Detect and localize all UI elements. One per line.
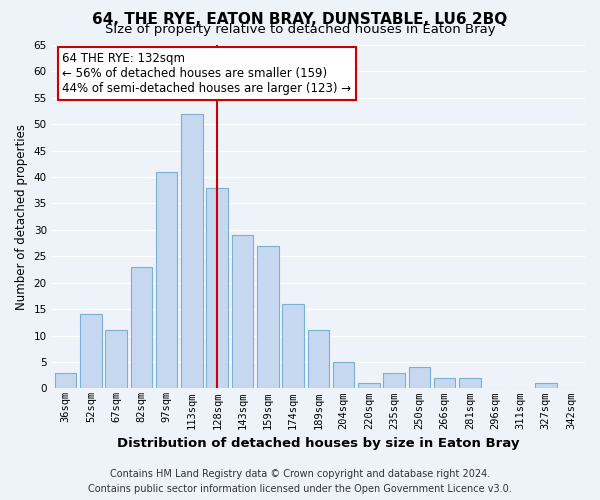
Bar bbox=[409, 368, 430, 388]
Text: Size of property relative to detached houses in Eaton Bray: Size of property relative to detached ho… bbox=[104, 24, 496, 36]
Bar bbox=[308, 330, 329, 388]
Bar bbox=[383, 372, 405, 388]
Text: Contains HM Land Registry data © Crown copyright and database right 2024.
Contai: Contains HM Land Registry data © Crown c… bbox=[88, 468, 512, 493]
Text: 64 THE RYE: 132sqm
← 56% of detached houses are smaller (159)
44% of semi-detach: 64 THE RYE: 132sqm ← 56% of detached hou… bbox=[62, 52, 352, 95]
Bar bbox=[333, 362, 355, 388]
Bar bbox=[232, 235, 253, 388]
Text: 64, THE RYE, EATON BRAY, DUNSTABLE, LU6 2BQ: 64, THE RYE, EATON BRAY, DUNSTABLE, LU6 … bbox=[92, 12, 508, 26]
Bar bbox=[181, 114, 203, 388]
Y-axis label: Number of detached properties: Number of detached properties bbox=[15, 124, 28, 310]
Bar bbox=[434, 378, 455, 388]
Bar bbox=[106, 330, 127, 388]
X-axis label: Distribution of detached houses by size in Eaton Bray: Distribution of detached houses by size … bbox=[117, 437, 520, 450]
Bar bbox=[283, 304, 304, 388]
Bar bbox=[459, 378, 481, 388]
Bar bbox=[206, 188, 228, 388]
Bar bbox=[55, 372, 76, 388]
Bar bbox=[535, 383, 557, 388]
Bar bbox=[257, 246, 278, 388]
Bar bbox=[80, 314, 101, 388]
Bar bbox=[358, 383, 380, 388]
Bar bbox=[131, 267, 152, 388]
Bar bbox=[156, 172, 178, 388]
